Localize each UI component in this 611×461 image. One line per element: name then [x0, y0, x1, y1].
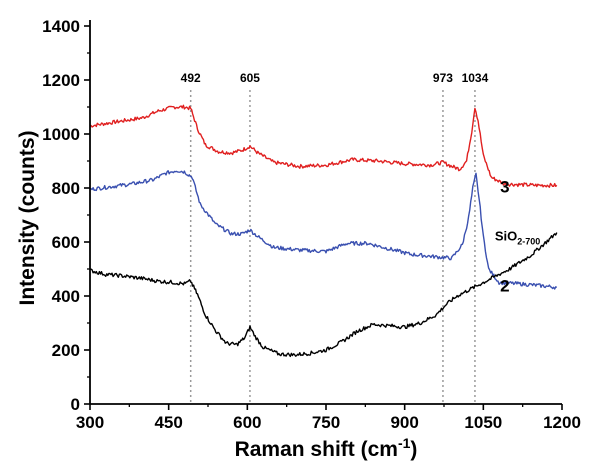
peak-label-1034: 1034 [462, 71, 489, 85]
series-layer [89, 104, 558, 358]
series-line-1 [89, 104, 558, 188]
x-axis-title: Raman shift (cm-1) [235, 435, 418, 461]
series-line-2 [89, 170, 558, 290]
peak-label-973: 973 [433, 71, 453, 85]
y-tick-label-1200: 1200 [42, 71, 80, 90]
y-axis-title: Intensity (counts) [16, 130, 39, 305]
series-label-3: SiO2-700 [495, 228, 540, 246]
x-tick-label-600: 600 [233, 413, 261, 432]
x-tick-label-900: 900 [390, 413, 418, 432]
y-tick-label-0: 0 [71, 395, 80, 414]
labels-layer: 492 605 973 1034 3 2 SiO2-700 [181, 71, 541, 296]
x-tick-label-450: 450 [154, 413, 182, 432]
y-tick-label-600: 600 [52, 233, 80, 252]
y-tick-label-800: 800 [52, 179, 80, 198]
axes: 0 200 400 600 800 1000 1200 1400 300 450 600 750 900… [42, 17, 581, 432]
x-tick-label-1200: 1200 [543, 413, 581, 432]
peak-label-605: 605 [240, 71, 260, 85]
reference-lines [189, 90, 476, 404]
x-tick-label-1050: 1050 [464, 413, 502, 432]
y-tick-label-1000: 1000 [42, 125, 80, 144]
x-tick-label-750: 750 [312, 413, 340, 432]
series-line-3 [89, 232, 558, 358]
y-tick-label-200: 200 [52, 341, 80, 360]
x-tick-label-300: 300 [76, 413, 104, 432]
series-label-1: 3 [500, 178, 509, 197]
y-tick-label-400: 400 [52, 287, 80, 306]
series-label-2: 2 [500, 277, 509, 296]
peak-label-492: 492 [181, 71, 201, 85]
y-tick-label-1400: 1400 [42, 17, 80, 36]
